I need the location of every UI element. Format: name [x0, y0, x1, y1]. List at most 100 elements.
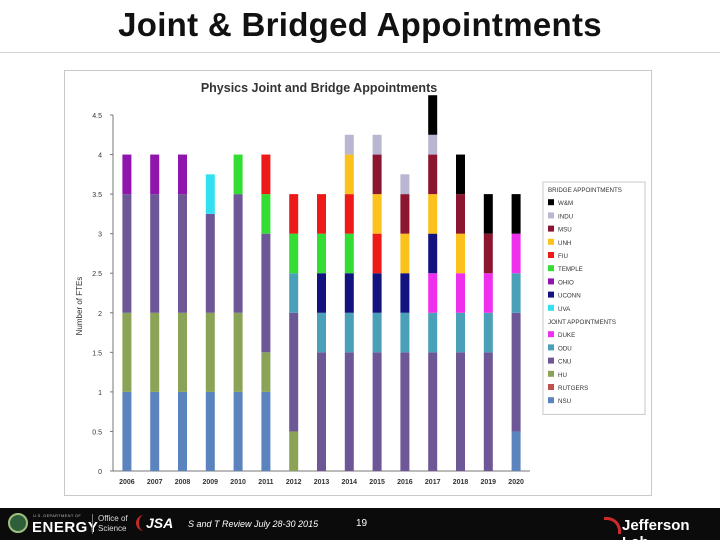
legend-swatch — [548, 252, 554, 258]
bar-segment — [178, 391, 187, 471]
legend-swatch — [548, 238, 554, 245]
legend-item-label: HU — [558, 372, 567, 379]
bar-segment — [261, 154, 271, 195]
bar-segment — [428, 95, 438, 135]
legend-item-label: UVA — [558, 306, 571, 313]
bar-segment — [261, 194, 271, 234]
legend-item-label: TEMPLE — [558, 266, 583, 273]
office-of-science-label: Office of Science — [92, 514, 128, 534]
legend-swatch — [548, 357, 554, 364]
legend-swatch — [548, 344, 554, 351]
bar-segment — [483, 233, 493, 274]
bar-segment — [511, 431, 521, 471]
x-tick-label: 2016 — [397, 479, 413, 486]
bar-segment — [372, 352, 382, 471]
legend-swatch — [548, 265, 554, 272]
x-tick-label: 2018 — [453, 479, 469, 486]
bar-segment — [150, 391, 160, 471]
chart-title: Physics Joint and Bridge Appointments — [201, 81, 437, 95]
bar-segment — [317, 312, 326, 353]
bar-segment — [372, 154, 382, 195]
bar-segment — [122, 154, 132, 195]
bar-segment — [178, 154, 187, 195]
bar-segment — [483, 352, 493, 471]
bar-segment — [317, 352, 326, 471]
bar-segment — [428, 312, 438, 353]
footer-bar: U.S. DEPARTMENT OF ENERGY Office of Scie… — [0, 508, 720, 551]
jefferson-lab-swoosh-icon — [604, 517, 621, 534]
title-divider — [0, 52, 720, 53]
bar-segment — [150, 312, 160, 392]
jsa-logo-text: JSA — [146, 515, 174, 531]
bar-segment — [261, 352, 271, 392]
bar-segment — [372, 134, 382, 155]
legend-item-label: DUKE — [558, 332, 575, 339]
legend-item-label: UCONN — [558, 293, 581, 300]
legend-swatch — [548, 291, 554, 298]
jsa-swoosh-icon — [136, 515, 147, 531]
y-axis-label: Number of FTEs — [75, 277, 84, 336]
bar-segment — [178, 312, 187, 392]
bar-segment — [456, 154, 465, 195]
bar-segment — [178, 194, 187, 313]
bar-segment — [428, 273, 438, 313]
x-tick-label: 2008 — [175, 479, 191, 486]
legend-swatch — [548, 384, 554, 390]
bar-segment — [344, 194, 354, 234]
bar-segment — [456, 233, 465, 274]
y-tick-label: 2 — [98, 311, 102, 318]
bar-segment — [400, 312, 410, 353]
legend-item-label: RUTGERS — [558, 385, 588, 392]
bar-segment — [289, 312, 299, 432]
bar-segment — [456, 273, 465, 313]
bar-segment — [428, 134, 438, 155]
bar-segment — [205, 213, 215, 313]
doe-seal-icon — [8, 513, 28, 533]
bars — [122, 95, 521, 471]
bar-segment — [205, 174, 215, 214]
bar-segment — [150, 154, 160, 195]
bar-segment — [344, 312, 354, 353]
bar-segment — [372, 233, 382, 274]
legend-item-label: NSU — [558, 398, 571, 405]
bar-segment — [122, 391, 132, 471]
bar-segment — [289, 431, 299, 471]
bar-segment — [344, 233, 354, 274]
bar-segment — [317, 194, 326, 234]
footer-review-text: S and T Review July 28-30 2015 — [188, 519, 319, 529]
x-tick-label: 2017 — [425, 479, 441, 486]
slide-title: Joint & Bridged Appointments — [118, 6, 602, 43]
bar-segment — [483, 194, 493, 234]
y-tick-label: 1.5 — [92, 350, 102, 357]
y-tick-label: 0 — [98, 469, 102, 476]
legend-swatch — [548, 225, 554, 232]
bar-segment — [233, 154, 243, 195]
bar-segment — [511, 194, 521, 234]
bar-segment — [400, 194, 410, 234]
x-tick-label: 2009 — [203, 479, 219, 486]
y-tick-label: 4.5 — [92, 113, 102, 120]
x-tick-label: 2019 — [481, 479, 497, 486]
bar-segment — [289, 233, 299, 274]
bar-segment — [122, 194, 132, 313]
legend-item-label: CNU — [558, 359, 571, 366]
bar-segment — [233, 312, 243, 392]
y-tick-label: 3.5 — [92, 192, 102, 199]
bar-segment — [400, 233, 410, 274]
x-tick-label: 2015 — [369, 479, 385, 486]
y-tick-label: 1 — [98, 390, 102, 397]
y-tick-label: 4 — [98, 153, 102, 160]
bar-segment — [317, 273, 326, 313]
legend-group-heading: BRIDGE APPOINTMENTS — [548, 187, 622, 194]
bar-segment — [344, 273, 354, 313]
x-tick-label: 2014 — [342, 479, 358, 486]
legend-swatch — [548, 212, 554, 219]
bar-segment — [400, 174, 410, 195]
bar-segment — [511, 312, 521, 432]
y-tick-label: 0.5 — [92, 429, 102, 436]
office-line-2: Science — [98, 524, 127, 533]
legend-swatch — [548, 278, 554, 285]
bar-segment — [428, 154, 438, 195]
bar-segment — [317, 233, 326, 274]
doe-energy-logo-text: ENERGY — [32, 519, 99, 536]
